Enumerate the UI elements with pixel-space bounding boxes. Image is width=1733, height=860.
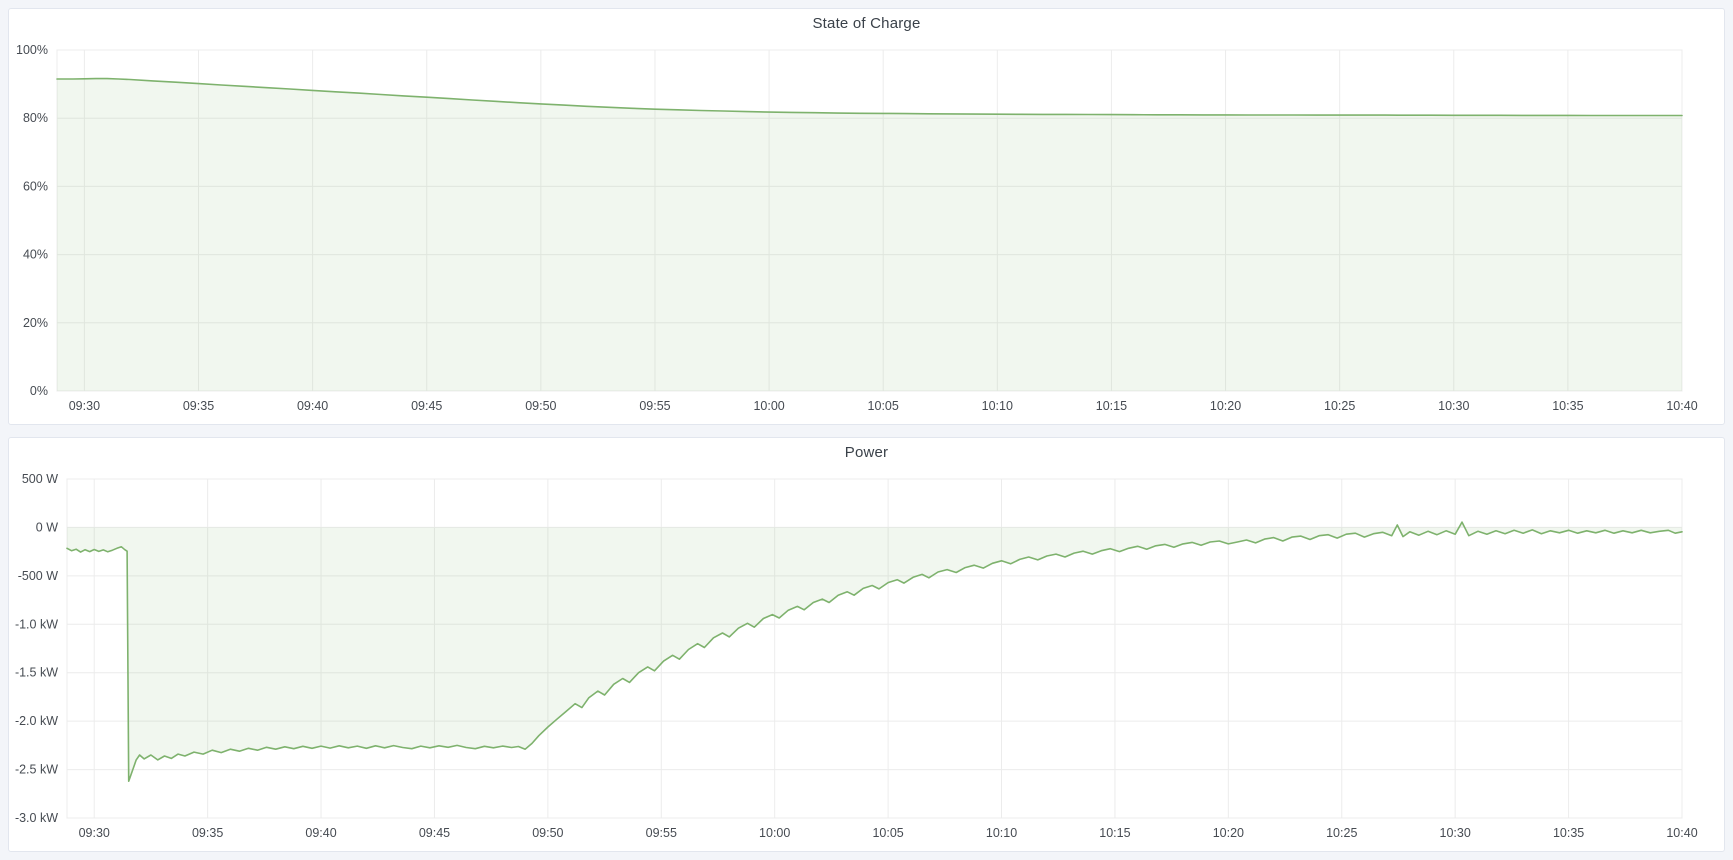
x-tick-label: 10:10 — [982, 399, 1013, 413]
y-tick-label: 100% — [16, 43, 48, 57]
x-tick-label: 10:10 — [986, 826, 1017, 840]
x-tick-label: 10:30 — [1438, 399, 1469, 413]
series-line — [56, 77, 1683, 117]
y-tick-label: 20% — [23, 316, 48, 330]
x-tick-label: 09:55 — [639, 399, 670, 413]
x-tick-label: 10:00 — [753, 399, 784, 413]
panel-header: Power — [9, 438, 1724, 466]
x-tick-label: 09:35 — [183, 399, 214, 413]
x-tick-label: 09:40 — [297, 399, 328, 413]
y-tick-label: 500 W — [22, 472, 58, 486]
power-chart[interactable]: 500 W 0 W -500 W -1.0 kW -1.5 kW -2.0 kW -2.5 … — [9, 466, 1724, 851]
y-tick-label: 0 W — [36, 520, 58, 534]
x-tick-label: 10:25 — [1324, 399, 1355, 413]
x-tick-label: 10:35 — [1552, 399, 1583, 413]
x-tick-label: 09:45 — [419, 826, 450, 840]
y-tick-label: -2.0 kW — [15, 714, 58, 728]
x-tick-label: 10:05 — [868, 399, 899, 413]
x-tick-label: 09:30 — [79, 826, 110, 840]
x-tick-label: 10:40 — [1666, 826, 1697, 840]
y-tick-label: 60% — [23, 179, 48, 193]
series-area-fill — [67, 522, 1682, 782]
x-tick-label: 09:55 — [646, 826, 677, 840]
state-of-charge-chart[interactable]: 0% 20% 40% 60% 80% 100% 09:30 09:35 09:40 09:45 09… — [9, 37, 1724, 424]
y-tick-label: -3.0 kW — [15, 811, 58, 825]
x-tick-label: 09:45 — [411, 399, 442, 413]
x-tick-label: 10:15 — [1099, 826, 1130, 840]
panel-power: Power 500 W 0 W -500 W -1.0 kW -1.5 kW -2.0 k… — [8, 437, 1725, 852]
panel-header: State of Charge — [9, 9, 1724, 37]
y-tick-label: -1.5 kW — [15, 666, 58, 680]
panel-title-state-of-charge: State of Charge — [812, 14, 921, 32]
x-tick-label: 09:30 — [69, 399, 100, 413]
y-tick-label: 0% — [30, 384, 48, 398]
y-tick-label: -500 W — [18, 569, 58, 583]
x-tick-label: 10:35 — [1553, 826, 1584, 840]
x-tick-label: 10:30 — [1440, 826, 1471, 840]
series-area-fill — [57, 78, 1682, 391]
x-tick-label: 10:15 — [1096, 399, 1127, 413]
series-line — [66, 521, 1683, 782]
y-tick-label: -2.5 kW — [15, 763, 58, 777]
x-tick-label: 10:40 — [1666, 399, 1697, 413]
x-tick-label: 09:40 — [305, 826, 336, 840]
x-tick-label: 10:25 — [1326, 826, 1357, 840]
x-tick-label: 09:50 — [532, 826, 563, 840]
y-tick-label: -1.0 kW — [15, 617, 58, 631]
panel-state-of-charge: State of Charge 0% 20% 40% 60% 80% 100% 09:30 0… — [8, 8, 1725, 425]
power-chart-area: 500 W 0 W -500 W -1.0 kW -1.5 kW -2.0 kW -2.5 … — [9, 466, 1724, 851]
x-tick-label: 10:20 — [1213, 826, 1244, 840]
x-tick-label: 09:35 — [192, 826, 223, 840]
y-tick-label: 40% — [23, 248, 48, 262]
x-tick-label: 10:00 — [759, 826, 790, 840]
x-tick-label: 09:50 — [525, 399, 556, 413]
x-tick-label: 10:20 — [1210, 399, 1241, 413]
y-tick-label: 80% — [23, 111, 48, 125]
x-tick-label: 10:05 — [872, 826, 903, 840]
state-of-charge-chart-area: 0% 20% 40% 60% 80% 100% 09:30 09:35 09:40 09:45 09… — [9, 37, 1724, 424]
panel-title-power: Power — [844, 443, 889, 461]
